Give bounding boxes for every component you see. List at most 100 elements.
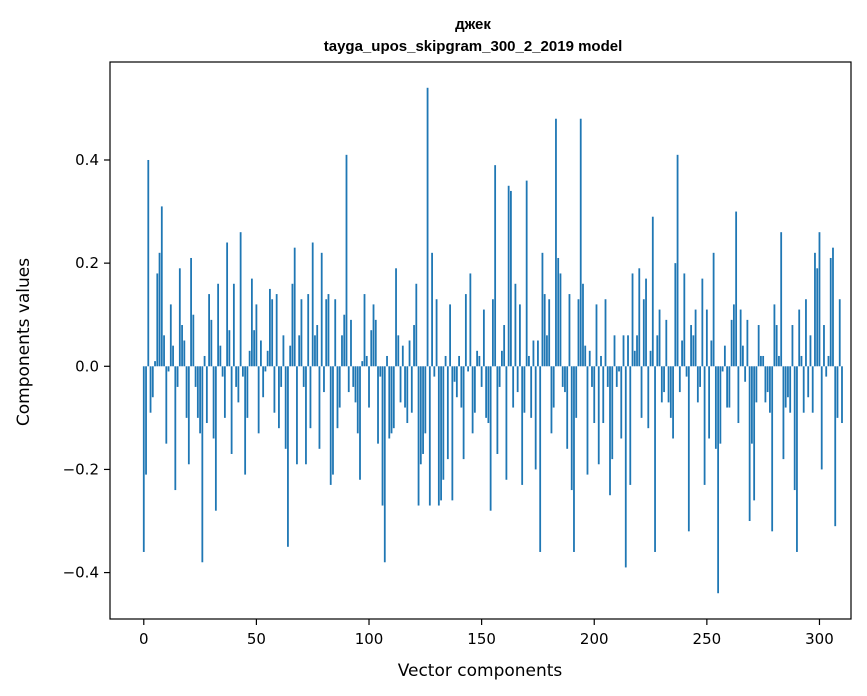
bar — [417, 366, 420, 506]
bar — [199, 366, 201, 434]
bar — [645, 278, 647, 367]
bar — [496, 366, 499, 454]
bar — [491, 299, 494, 367]
bar — [323, 366, 325, 393]
bar — [444, 355, 447, 367]
bar — [782, 366, 785, 460]
bar — [820, 366, 823, 470]
bar — [769, 366, 771, 413]
bar — [658, 309, 661, 367]
bar — [575, 366, 578, 418]
bar — [681, 340, 683, 367]
bar — [726, 366, 729, 408]
bar — [604, 299, 607, 367]
bar — [237, 366, 240, 403]
bar — [467, 366, 470, 372]
bar — [530, 366, 533, 418]
bar — [192, 314, 195, 367]
x-axis-ticks: 0 50 100 150 200 250 300 — [139, 619, 834, 648]
bar — [631, 273, 634, 367]
bar — [473, 366, 476, 413]
bar — [494, 165, 497, 367]
x-tick-label: 300 — [805, 630, 834, 648]
x-tick-label: 200 — [580, 630, 609, 648]
bar — [672, 366, 674, 439]
bar — [464, 294, 467, 367]
bar — [514, 283, 517, 367]
bar — [809, 335, 812, 367]
bar — [372, 304, 375, 367]
bar — [638, 268, 641, 367]
bar — [748, 366, 751, 522]
bar — [379, 366, 382, 377]
x-axis-label: Vector components — [398, 661, 563, 681]
bar — [618, 366, 620, 372]
bar — [766, 366, 769, 393]
bar — [257, 366, 260, 434]
bar — [406, 366, 409, 424]
y-tick-label: 0.4 — [75, 151, 99, 169]
bar — [805, 299, 807, 367]
bar — [336, 366, 339, 429]
bar — [755, 366, 758, 403]
bar — [548, 299, 551, 367]
bar — [841, 366, 843, 424]
bar — [160, 206, 163, 367]
bar — [187, 366, 190, 465]
bar — [683, 273, 686, 367]
bar — [784, 366, 787, 408]
bar — [347, 366, 350, 393]
bar — [174, 366, 177, 491]
bar — [255, 304, 258, 367]
bar — [521, 366, 524, 485]
bar — [793, 366, 796, 491]
bar — [383, 366, 386, 563]
bar — [208, 294, 210, 367]
bar — [757, 325, 760, 367]
bar — [615, 366, 618, 387]
bar — [660, 366, 663, 403]
bar — [309, 366, 312, 429]
bar — [165, 366, 168, 444]
bar — [798, 309, 801, 367]
bar — [552, 366, 555, 408]
bar — [244, 366, 247, 475]
y-tick-label: 0.0 — [75, 357, 99, 375]
bar — [476, 350, 479, 367]
bar — [582, 283, 584, 367]
bar — [510, 190, 512, 367]
bar — [287, 366, 289, 547]
bar — [622, 335, 625, 367]
bar — [501, 350, 503, 367]
bar — [710, 340, 713, 367]
bar — [431, 252, 433, 367]
bar — [665, 319, 668, 367]
bar — [739, 309, 742, 367]
bar — [392, 366, 395, 429]
bar — [325, 299, 328, 367]
bar — [167, 366, 170, 372]
bar — [818, 232, 821, 367]
bar — [503, 325, 506, 367]
bar — [791, 325, 794, 367]
bar — [163, 335, 165, 367]
bar — [145, 366, 147, 475]
bar — [210, 319, 213, 367]
bar — [296, 366, 298, 465]
bar — [663, 366, 665, 393]
bar — [214, 366, 217, 511]
bar — [248, 350, 251, 367]
bar — [169, 304, 172, 367]
bar — [478, 355, 481, 367]
bar — [721, 366, 724, 372]
bar — [352, 366, 355, 387]
bar — [158, 252, 161, 367]
bar — [534, 366, 537, 470]
bar — [471, 366, 474, 434]
bar — [381, 366, 384, 506]
bar — [586, 366, 589, 475]
bar — [428, 366, 431, 506]
bar — [485, 366, 488, 418]
bar — [559, 273, 562, 367]
bar — [546, 335, 548, 367]
